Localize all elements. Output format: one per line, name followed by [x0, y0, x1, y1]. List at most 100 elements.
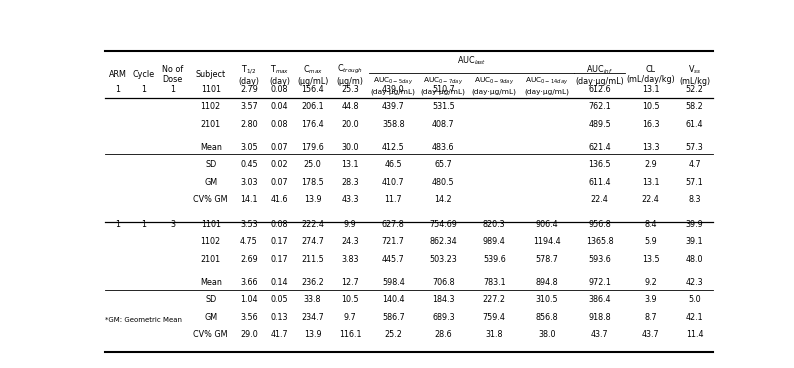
Text: 116.1: 116.1 — [339, 330, 361, 339]
Text: Mean: Mean — [200, 142, 222, 152]
Text: 1101: 1101 — [201, 220, 221, 229]
Text: 0.17: 0.17 — [271, 237, 288, 247]
Text: 3.53: 3.53 — [240, 220, 258, 229]
Text: 612.6: 612.6 — [588, 85, 611, 94]
Text: 13.1: 13.1 — [341, 160, 359, 169]
Text: 52.2: 52.2 — [686, 85, 703, 94]
Text: 918.8: 918.8 — [588, 313, 611, 322]
Text: 30.0: 30.0 — [341, 142, 359, 152]
Text: 28.6: 28.6 — [434, 330, 452, 339]
Text: 236.2: 236.2 — [301, 278, 324, 287]
Text: 593.6: 593.6 — [588, 255, 611, 264]
Text: 13.9: 13.9 — [304, 330, 322, 339]
Text: 621.4: 621.4 — [588, 142, 611, 152]
Text: 0.08: 0.08 — [271, 120, 288, 129]
Text: AUC$_{0-9day}$
(day·μg/mL): AUC$_{0-9day}$ (day·μg/mL) — [472, 76, 517, 95]
Text: 44.8: 44.8 — [341, 102, 359, 111]
Text: 3.03: 3.03 — [240, 178, 258, 187]
Text: 42.3: 42.3 — [686, 278, 703, 287]
Text: 156.4: 156.4 — [301, 85, 324, 94]
Text: 1102: 1102 — [201, 102, 221, 111]
Text: 57.3: 57.3 — [686, 142, 703, 152]
Text: *GM: Geometric Mean: *GM: Geometric Mean — [106, 317, 183, 323]
Text: 28.3: 28.3 — [341, 178, 359, 187]
Text: 706.8: 706.8 — [432, 278, 455, 287]
Text: 14.1: 14.1 — [240, 195, 258, 204]
Text: 0.04: 0.04 — [271, 102, 288, 111]
Text: 58.2: 58.2 — [686, 102, 703, 111]
Text: 754.69: 754.69 — [430, 220, 457, 229]
Text: CV% GM: CV% GM — [194, 195, 228, 204]
Text: 586.7: 586.7 — [382, 313, 405, 322]
Text: 184.3: 184.3 — [432, 295, 455, 304]
Text: 386.4: 386.4 — [588, 295, 611, 304]
Text: CL
(mL/day/kg): CL (mL/day/kg) — [626, 65, 675, 84]
Text: 42.1: 42.1 — [686, 313, 703, 322]
Text: 2101: 2101 — [201, 120, 221, 129]
Text: 412.5: 412.5 — [382, 142, 405, 152]
Text: AUC$_{inf}$
(day·μg/mL): AUC$_{inf}$ (day·μg/mL) — [575, 63, 624, 86]
Text: 8.4: 8.4 — [644, 220, 657, 229]
Text: 38.0: 38.0 — [538, 330, 556, 339]
Text: 3.83: 3.83 — [341, 255, 359, 264]
Text: 862.34: 862.34 — [430, 237, 457, 247]
Text: 206.1: 206.1 — [301, 102, 324, 111]
Text: 989.4: 989.4 — [483, 237, 506, 247]
Text: 408.7: 408.7 — [432, 120, 455, 129]
Text: 445.7: 445.7 — [382, 255, 405, 264]
Text: 222.4: 222.4 — [301, 220, 324, 229]
Text: 14.2: 14.2 — [434, 195, 452, 204]
Text: 762.1: 762.1 — [588, 102, 611, 111]
Text: 10.5: 10.5 — [642, 102, 659, 111]
Text: 12.7: 12.7 — [341, 278, 359, 287]
Text: 510.7: 510.7 — [432, 85, 455, 94]
Text: 39.9: 39.9 — [686, 220, 703, 229]
Text: 5.0: 5.0 — [688, 295, 701, 304]
Text: 5.9: 5.9 — [644, 237, 657, 247]
Text: 16.3: 16.3 — [642, 120, 659, 129]
Text: 627.8: 627.8 — [382, 220, 405, 229]
Text: 0.02: 0.02 — [271, 160, 288, 169]
Text: 489.5: 489.5 — [588, 120, 611, 129]
Text: 539.6: 539.6 — [483, 255, 506, 264]
Text: 4.7: 4.7 — [688, 160, 701, 169]
Text: GM: GM — [204, 178, 218, 187]
Text: 1: 1 — [116, 220, 121, 229]
Text: 46.5: 46.5 — [384, 160, 402, 169]
Text: 3.9: 3.9 — [644, 295, 657, 304]
Text: V$_{ss}$
(mL/kg): V$_{ss}$ (mL/kg) — [679, 63, 711, 86]
Text: 2.69: 2.69 — [240, 255, 258, 264]
Text: 598.4: 598.4 — [382, 278, 405, 287]
Text: 956.8: 956.8 — [588, 220, 611, 229]
Text: 503.23: 503.23 — [430, 255, 457, 264]
Text: 136.5: 136.5 — [588, 160, 611, 169]
Text: T$_{max}$
(day): T$_{max}$ (day) — [269, 63, 290, 86]
Text: 358.8: 358.8 — [382, 120, 405, 129]
Text: 611.4: 611.4 — [588, 178, 611, 187]
Text: 179.6: 179.6 — [301, 142, 324, 152]
Text: 13.1: 13.1 — [642, 85, 659, 94]
Text: 31.8: 31.8 — [486, 330, 503, 339]
Text: 20.0: 20.0 — [341, 120, 359, 129]
Text: 894.8: 894.8 — [536, 278, 558, 287]
Text: 3.66: 3.66 — [240, 278, 258, 287]
Text: 2.80: 2.80 — [240, 120, 258, 129]
Text: 13.3: 13.3 — [642, 142, 659, 152]
Text: 9.9: 9.9 — [344, 220, 357, 229]
Text: 41.6: 41.6 — [271, 195, 288, 204]
Text: 8.3: 8.3 — [688, 195, 701, 204]
Text: No of
Dose: No of Dose — [162, 65, 183, 84]
Text: 0.08: 0.08 — [271, 85, 288, 94]
Text: 0.14: 0.14 — [271, 278, 288, 287]
Text: 9.7: 9.7 — [344, 313, 357, 322]
Text: 57.1: 57.1 — [686, 178, 703, 187]
Text: 25.3: 25.3 — [341, 85, 359, 94]
Text: 4.75: 4.75 — [240, 237, 258, 247]
Text: 2.9: 2.9 — [644, 160, 657, 169]
Text: 1: 1 — [141, 85, 146, 94]
Text: 176.4: 176.4 — [301, 120, 324, 129]
Text: SD: SD — [205, 295, 216, 304]
Text: 43.7: 43.7 — [591, 330, 608, 339]
Text: C$_{max}$
(μg/mL): C$_{max}$ (μg/mL) — [297, 63, 328, 86]
Text: 140.4: 140.4 — [382, 295, 404, 304]
